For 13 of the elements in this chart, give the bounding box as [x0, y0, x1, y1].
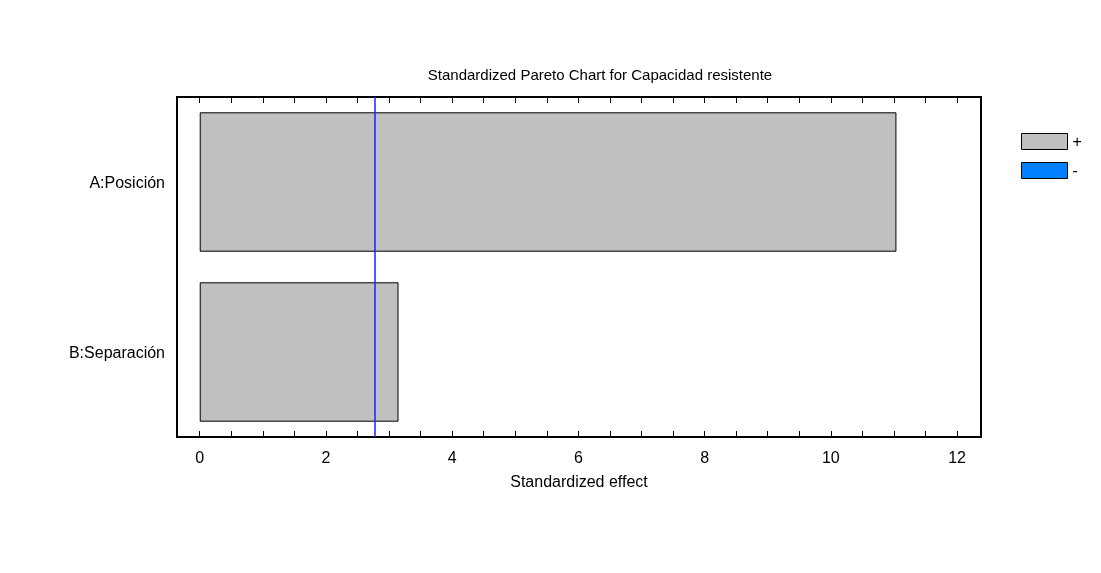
legend-label: +: [1072, 133, 1082, 150]
y-tick-label: A:Posición: [89, 173, 165, 191]
x-tick-label: 2: [321, 448, 331, 466]
x-axis-title: Standardized effect: [510, 472, 649, 490]
x-tick-label: 6: [573, 448, 583, 466]
y-tick-label: B:Separación: [68, 343, 165, 361]
chart-title: Standardized Pareto Chart for Capacidad resistente: [427, 66, 773, 83]
x-tick-label: 10: [821, 448, 840, 466]
x-tick-label: 12: [948, 448, 967, 466]
x-tick-label: 0: [195, 448, 205, 466]
x-tick-label: 8: [700, 448, 710, 466]
legend-label: -: [1072, 162, 1078, 179]
x-tick-label: 4: [447, 448, 457, 466]
